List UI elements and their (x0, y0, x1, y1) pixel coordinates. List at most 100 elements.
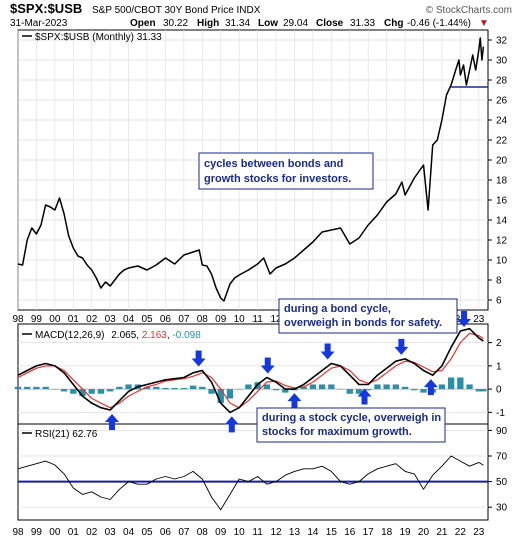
x-tick-label: 23 (473, 314, 485, 325)
rsi-y-tick-label: 50 (496, 477, 508, 488)
macd-histogram-bar (401, 386, 409, 390)
annotation-bond-line1: during a bond cycle, (284, 303, 391, 315)
macd-histogram-bar (457, 377, 464, 390)
price-y-tick-label: 24 (496, 116, 508, 127)
price-y-tick-label: 14 (496, 216, 508, 227)
rsi-line (17, 455, 484, 511)
macd-histogram-bar (70, 389, 77, 394)
macd-histogram-bar (208, 389, 215, 394)
x-tick-label: 14 (307, 527, 319, 538)
price-y-tick-label: 30 (496, 56, 508, 67)
x-tick-label: 08 (197, 314, 209, 325)
ticker-name: S&P 500/CBOT 30Y Bond Price INDX (92, 5, 261, 16)
annotation-cycles-box (198, 152, 374, 190)
rsi-y-tick-label: 90 (496, 426, 508, 437)
rsi-y-tick-label: 70 (496, 452, 508, 463)
macd-histogram-bar (42, 386, 49, 390)
annotation-cycles-text: cycles between bonds and growth stocks f… (204, 158, 351, 185)
x-tick-label: 19 (399, 527, 411, 538)
x-tick-label: 20 (418, 527, 430, 538)
open-label: Open (130, 18, 156, 29)
macd-histogram-bar (245, 384, 252, 390)
buy-arrow-up-icon (423, 379, 438, 396)
x-tick-label: 98 (12, 527, 24, 538)
macd-legend-sep1: , (136, 330, 142, 341)
macd-y-tick-label: 1 (496, 361, 502, 372)
macd-arrows (105, 310, 472, 433)
x-tick-label: 09 (215, 527, 227, 538)
macd-histogram-bar (60, 389, 68, 392)
macd-legend-value: 2.065 (111, 330, 136, 341)
x-tick-label: 17 (363, 527, 375, 538)
annotation-bond-text: during a bond cycle, overweigh in bonds … (284, 303, 442, 329)
macd-histogram-bar (420, 389, 427, 393)
x-tick-label: 23 (473, 527, 485, 538)
x-tick-label: 08 (197, 527, 209, 538)
x-tick-label: 03 (105, 314, 117, 325)
macd-legend: MACD(12,26,9) 2.065, 2.163, -0.098 (22, 330, 201, 341)
macd-signal-line (17, 332, 484, 409)
macd-histogram-bar (79, 389, 86, 397)
price-y-tick-label: 8 (496, 276, 502, 287)
price-y-tick-label: 22 (496, 136, 508, 147)
sell-arrow-down-icon (394, 338, 409, 355)
macd-grid (18, 342, 488, 413)
x-tick-label: 13 (289, 527, 301, 538)
x-tick-label: 01 (68, 314, 80, 325)
x-tick-label: 11 (252, 314, 263, 325)
macd-y-tick-label: 0 (496, 385, 502, 396)
ohlc-readout: Open 30.22 High 31.34 Low 29.04 Close 31… (130, 18, 489, 29)
buy-arrow-up-icon (224, 416, 239, 433)
macd-histogram-bar (217, 389, 224, 404)
high-value: 31.34 (225, 18, 250, 29)
macd-line (17, 327, 484, 414)
x-tick-label: 15 (326, 527, 338, 538)
x-tick-label: 09 (215, 314, 227, 325)
low-label: Low (258, 18, 278, 29)
macd-histogram-bar (33, 386, 40, 390)
macd-histogram-bar (466, 384, 473, 390)
annotation-stock-box (256, 407, 446, 443)
x-tick-label: 18 (381, 527, 393, 538)
buy-arrow-up-icon (287, 393, 302, 410)
high-label: High (197, 18, 219, 29)
macd-legend-prefix: MACD(12,26,9) (35, 330, 104, 341)
macd-legend-hist: -0.098 (172, 330, 201, 341)
x-tick-label: 16 (344, 527, 356, 538)
chg-down-arrow-icon: ▼ (479, 18, 489, 29)
price-y-tick-label: 26 (496, 96, 508, 107)
macd-y-tick-label: -1 (496, 408, 505, 419)
macd-histogram-bar (447, 377, 455, 390)
price-y-tick-label: 16 (496, 196, 508, 207)
macd-y-axis: -1 0 1 2 (488, 338, 505, 419)
x-tick-label: 04 (123, 314, 135, 325)
x-tick-label: 06 (160, 314, 172, 325)
macd-histogram-bar (411, 389, 418, 391)
annotation-stock-cycle: during a stock cycle, overweigh in stock… (256, 407, 446, 443)
macd-histogram-bar (318, 384, 326, 390)
sell-arrow-down-icon (191, 350, 206, 367)
macd-histogram-bar (365, 389, 372, 391)
macd-histogram-bar (171, 387, 178, 390)
macd-legend-text: MACD(12,26,9) 2.065, 2.163, -0.098 (35, 330, 201, 341)
macd-histogram-bar (383, 384, 390, 390)
x-tick-label: 04 (123, 527, 135, 538)
price-legend-text: $SPX:$USB (Monthly) 31.33 (35, 32, 162, 43)
macd-histogram-bar (263, 384, 270, 390)
price-grid (18, 39, 488, 301)
macd-histogram-bar (106, 389, 114, 392)
macd-histogram-bar (125, 384, 132, 390)
annotation-bond-cycle: during a bond cycle, overweigh in bonds … (278, 298, 458, 334)
x-tick-label: 07 (178, 527, 190, 538)
x-tick-label: 98 (12, 314, 24, 325)
ticker-symbol: $SPX:$USB (10, 1, 82, 16)
rsi-panel-frame (17, 423, 489, 521)
x-tick-label: 10 (234, 527, 246, 538)
macd-histogram-bar (282, 389, 289, 393)
buy-arrow-up-icon (357, 388, 372, 405)
open-value: 30.22 (163, 18, 188, 29)
price-y-tick-label: 20 (496, 156, 508, 167)
rsi-legend: RSI(21) 62.76 (22, 429, 98, 440)
price-legend: $SPX:$USB (Monthly) 31.33 (22, 32, 162, 43)
